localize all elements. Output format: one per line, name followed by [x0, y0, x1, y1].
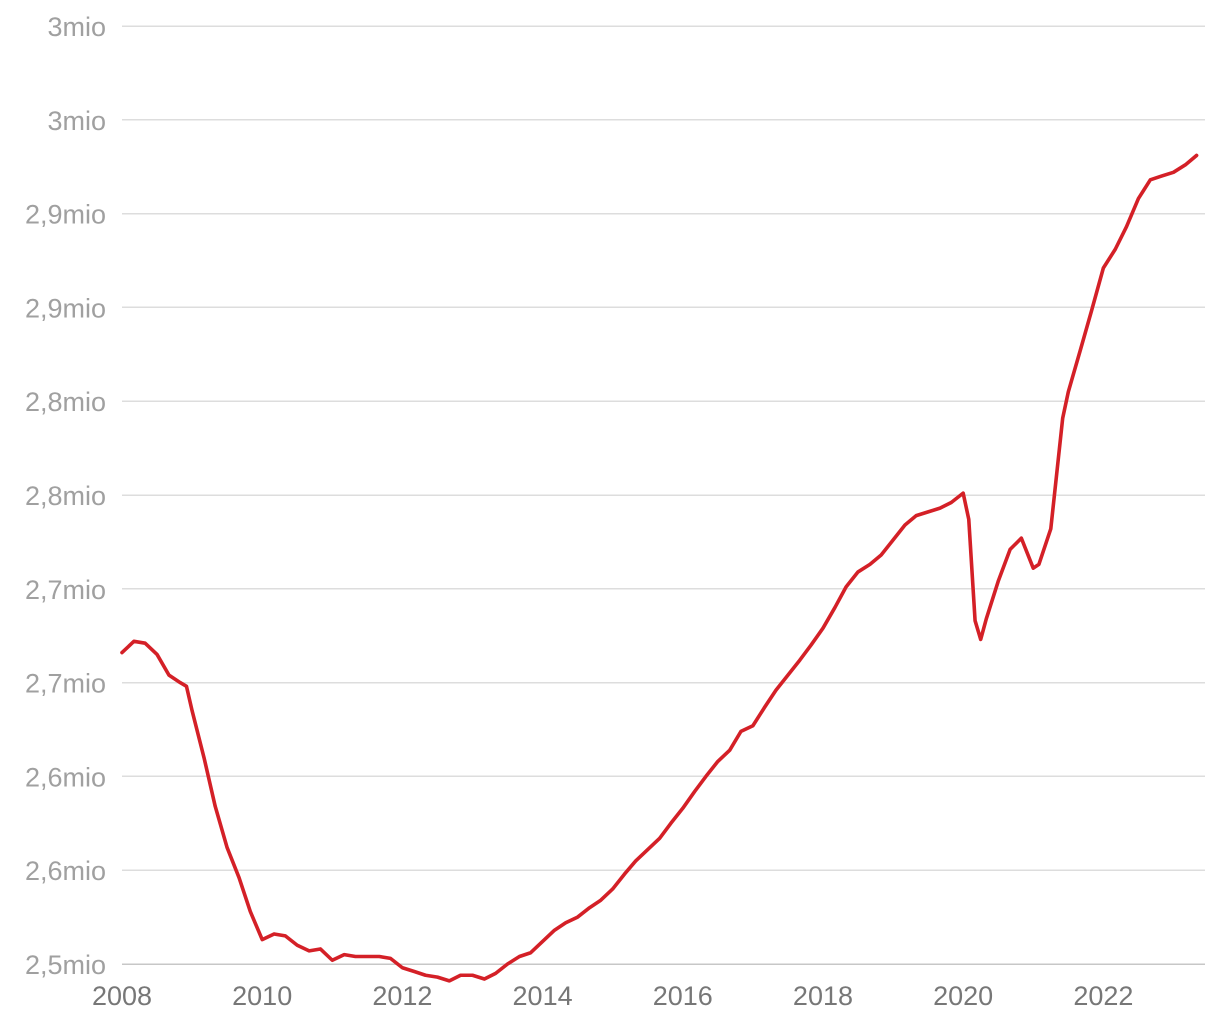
x-tick-label: 2020	[933, 981, 993, 1011]
y-axis: 2,5mio 2,6mio 2,6mio 2,7mio 2,7mio 2,8mio 2,8m…	[25, 12, 106, 980]
x-tick-label: 2008	[92, 981, 152, 1011]
y-tick-label: 2,9mio	[25, 293, 106, 323]
x-axis: 2008 2010 2012 2014 2016 2018 2020 2022	[92, 981, 1133, 1011]
y-tick-label: 2,9mio	[25, 200, 106, 230]
x-tick-label: 2016	[653, 981, 713, 1011]
y-tick-label: 2,7mio	[25, 669, 106, 699]
y-tick-label: 2,7mio	[25, 575, 106, 605]
x-tick-label: 2014	[513, 981, 573, 1011]
x-tick-label: 2010	[232, 981, 292, 1011]
y-tick-label: 2,6mio	[25, 856, 106, 886]
y-tick-label: 3mio	[47, 106, 106, 136]
y-tick-label: 3mio	[47, 12, 106, 42]
x-tick-label: 2018	[793, 981, 853, 1011]
x-tick-label: 2012	[372, 981, 432, 1011]
x-tick-label: 2022	[1073, 981, 1133, 1011]
y-tick-label: 2,5mio	[25, 950, 106, 980]
y-tick-label: 2,6mio	[25, 762, 106, 792]
series-line-0	[120, 153, 1199, 983]
series-layer	[120, 153, 1199, 983]
grid-layer	[122, 25, 1205, 965]
y-tick-label: 2,8mio	[25, 481, 106, 511]
y-tick-label: 2,8mio	[25, 387, 106, 417]
